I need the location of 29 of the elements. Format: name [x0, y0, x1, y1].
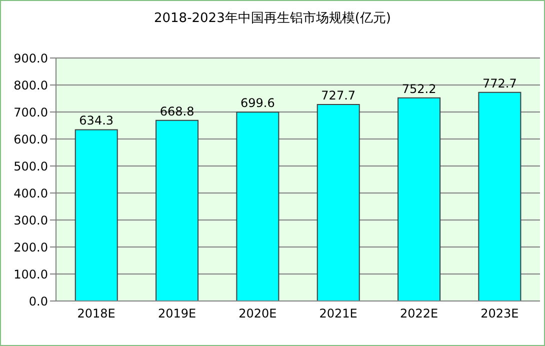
y-tick-label: 100.0 — [14, 267, 48, 282]
bar — [316, 104, 360, 301]
y-tick-label: 200.0 — [14, 240, 48, 254]
chart-title: 2018-2023年中国再生铝市场规模(亿元) — [152, 10, 392, 27]
x-tick-label: 2022E — [400, 306, 438, 321]
data-label: 634.3 — [79, 114, 114, 128]
data-label: 772.7 — [482, 76, 517, 90]
y-tick-label: 800.0 — [14, 78, 48, 92]
data-label: 727.7 — [321, 88, 356, 103]
y-tick-label: 300.0 — [14, 213, 48, 228]
x-tick-label: 2019E — [158, 306, 196, 321]
y-tick-label: 500.0 — [14, 159, 48, 174]
y-tick-label: 900.0 — [14, 51, 48, 66]
data-label: 668.8 — [160, 104, 194, 118]
x-tick-label: 2021E — [319, 306, 358, 321]
x-tick-label: 2018E — [77, 306, 116, 321]
y-tick-label: 600.0 — [14, 132, 48, 146]
bar — [236, 112, 280, 301]
bar — [156, 120, 199, 301]
data-label: 752.2 — [402, 82, 436, 96]
bar — [74, 129, 118, 301]
bar — [478, 92, 522, 301]
y-tick-label: 700.0 — [14, 105, 48, 120]
data-label: 699.6 — [240, 96, 275, 110]
x-tick-label: 2023E — [480, 306, 519, 321]
y-tick-label: 0.0 — [28, 294, 48, 308]
x-tick-label: 2020E — [238, 306, 277, 321]
bar — [398, 97, 441, 301]
y-tick-label: 400.0 — [14, 186, 48, 200]
